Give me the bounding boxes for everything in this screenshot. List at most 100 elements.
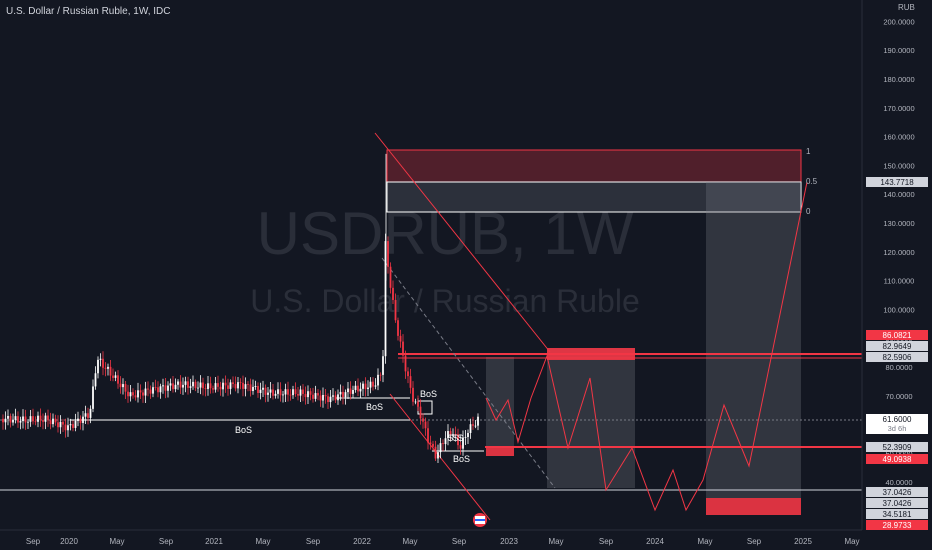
candle-body <box>424 421 427 429</box>
candle-body <box>104 367 107 369</box>
candle-body <box>224 382 227 386</box>
candle-body <box>127 391 129 397</box>
candle-body <box>254 386 257 387</box>
time-tick-label: May <box>844 537 859 546</box>
trend-line <box>389 393 491 521</box>
price-tick-label: 130.0000 <box>883 219 914 228</box>
projection-zone <box>547 348 635 488</box>
candle-body <box>74 420 77 428</box>
candle-body <box>249 384 252 392</box>
time-tick-label: May <box>548 537 563 546</box>
candle-body <box>99 358 102 360</box>
candle-body <box>414 401 417 403</box>
candle-body <box>369 381 372 388</box>
candle-body <box>177 381 179 385</box>
candle-body <box>182 384 184 388</box>
candle-body <box>304 393 307 398</box>
candle-body <box>219 386 222 390</box>
candle-body <box>324 394 327 397</box>
candle-body <box>454 434 457 435</box>
time-tick-label: Sep <box>306 537 321 546</box>
candle-body <box>269 389 272 393</box>
price-label-box <box>866 352 928 362</box>
price-label: 86.0821 <box>883 331 912 340</box>
candle-body <box>137 390 139 398</box>
price-tick-label: 120.0000 <box>883 248 914 257</box>
candle-body <box>307 391 309 398</box>
price-label-box <box>866 520 928 530</box>
symbol-title[interactable]: U.S. Dollar / Russian Ruble, 1W, IDC <box>6 6 171 17</box>
candle-body <box>119 383 122 388</box>
time-tick-label: Sep <box>26 537 41 546</box>
price-candles <box>2 153 479 463</box>
candle-body <box>97 359 99 374</box>
price-label-box <box>866 509 928 519</box>
candle-body <box>69 424 72 426</box>
candle-body <box>407 371 409 377</box>
candle-body <box>44 415 47 422</box>
candle-body <box>17 416 19 423</box>
candle-body <box>77 418 79 421</box>
candle-body <box>122 384 124 388</box>
candle-body <box>162 385 164 387</box>
price-tick-label: 180.0000 <box>883 75 914 84</box>
bos-label: BoS <box>366 402 383 412</box>
candle-body <box>154 387 157 388</box>
candle-body <box>22 416 24 422</box>
time-tick-label: Sep <box>159 537 174 546</box>
candle-body <box>404 355 407 372</box>
price-label-box <box>866 414 928 434</box>
candle-body <box>354 385 357 391</box>
candle-body <box>287 389 289 395</box>
candle-body <box>29 416 32 422</box>
candle-body <box>102 358 104 368</box>
demand-zone <box>706 498 801 515</box>
candle-body <box>447 431 449 439</box>
candle-body <box>179 381 182 388</box>
candle-body <box>477 416 479 426</box>
candle-body <box>309 391 312 395</box>
candle-body <box>209 383 212 389</box>
candle-body <box>247 384 249 385</box>
candle-body <box>37 415 39 422</box>
candle-body <box>84 413 87 417</box>
candle-body <box>232 382 234 384</box>
candle-body <box>202 382 204 389</box>
time-tick-label: May <box>109 537 124 546</box>
candle-body <box>437 452 439 459</box>
candle-body <box>359 388 362 392</box>
candle-body <box>159 386 162 393</box>
candle-body <box>52 418 54 425</box>
candle-body <box>237 382 239 389</box>
candle-body <box>187 381 189 388</box>
candle-body <box>302 389 304 394</box>
candle-body <box>474 425 477 427</box>
price-tick-label: 170.0000 <box>883 104 914 113</box>
candle-body <box>194 381 197 389</box>
candle-body <box>257 386 259 393</box>
candle-body <box>12 419 14 423</box>
candle-body <box>79 418 82 423</box>
candle-body <box>409 376 412 388</box>
time-tick-label: Sep <box>747 537 762 546</box>
candle-body <box>472 424 474 426</box>
time-tick-label: May <box>255 537 270 546</box>
price-tick-label: 80.0000 <box>885 363 912 372</box>
candle-body <box>259 389 262 393</box>
candle-body <box>317 393 319 396</box>
fib-level-1: 1 <box>806 147 811 156</box>
candle-body <box>432 443 434 447</box>
bos-label: BoS <box>453 454 470 464</box>
candle-body <box>64 424 67 431</box>
time-axis[interactable]: Sep 2020 May Sep 2021 May Sep 2022 May Sep 2023 May… <box>0 529 862 546</box>
candle-body <box>459 445 462 449</box>
candle-body <box>229 382 232 389</box>
price-label-box <box>866 487 928 497</box>
price-tick-label: 140.0000 <box>883 190 914 199</box>
candle-body <box>217 383 219 387</box>
countdown-label: 3d 6h <box>888 424 907 433</box>
russian-flag-icon[interactable] <box>473 513 487 527</box>
bos-label: BoS <box>420 389 437 399</box>
